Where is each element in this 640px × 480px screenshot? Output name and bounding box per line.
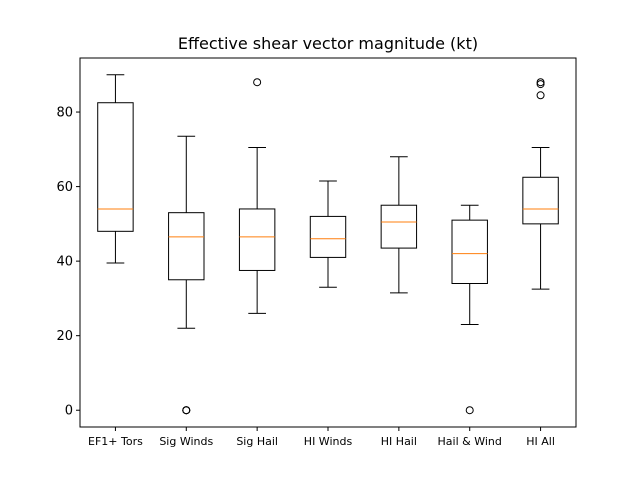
box-iqr <box>309 215 347 258</box>
x-tick-label: HI All <box>526 435 555 448</box>
outlier-point <box>253 78 262 87</box>
y-tick-label: 60 <box>56 180 73 195</box>
box-group <box>380 156 418 294</box>
box-group <box>309 180 347 288</box>
x-tick-label: HI Winds <box>304 435 353 448</box>
x-axis: EF1+ Tors Sig Winds Sig Hail HI Winds HI Hai… <box>88 427 555 448</box>
x-tick-label: Sig Winds <box>159 435 213 448</box>
x-tick-label: EF1+ Tors <box>88 435 143 448</box>
y-tick-label: 0 <box>65 404 73 419</box>
box-group <box>238 78 276 314</box>
chart-title: Effective shear vector magnitude (kt) <box>178 34 478 53</box>
box-iqr <box>380 204 418 249</box>
plot-frame <box>79 57 577 428</box>
y-tick-label: 20 <box>56 329 73 344</box>
outlier-point <box>536 80 545 89</box>
box-group <box>522 78 559 290</box>
x-tick-label: HI Hail <box>381 435 417 448</box>
x-tick-label: Hail & Wind <box>438 435 502 448</box>
outlier-point <box>536 91 545 100</box>
box-iqr <box>168 212 205 281</box>
boxes-layer <box>97 74 559 415</box>
outlier-point <box>465 406 474 415</box>
box-iqr <box>522 176 559 225</box>
box-group <box>168 135 205 415</box>
box-iqr <box>451 219 488 285</box>
box-iqr <box>238 208 276 271</box>
box-group <box>97 74 134 264</box>
box-group <box>451 204 488 415</box>
box-iqr <box>97 102 134 232</box>
x-tick-label: Sig Hail <box>236 435 278 448</box>
outlier-point <box>182 406 191 415</box>
y-axis: 0 20 40 60 80 <box>56 106 80 419</box>
y-tick-label: 40 <box>56 255 73 270</box>
y-tick-label: 80 <box>56 106 73 121</box>
